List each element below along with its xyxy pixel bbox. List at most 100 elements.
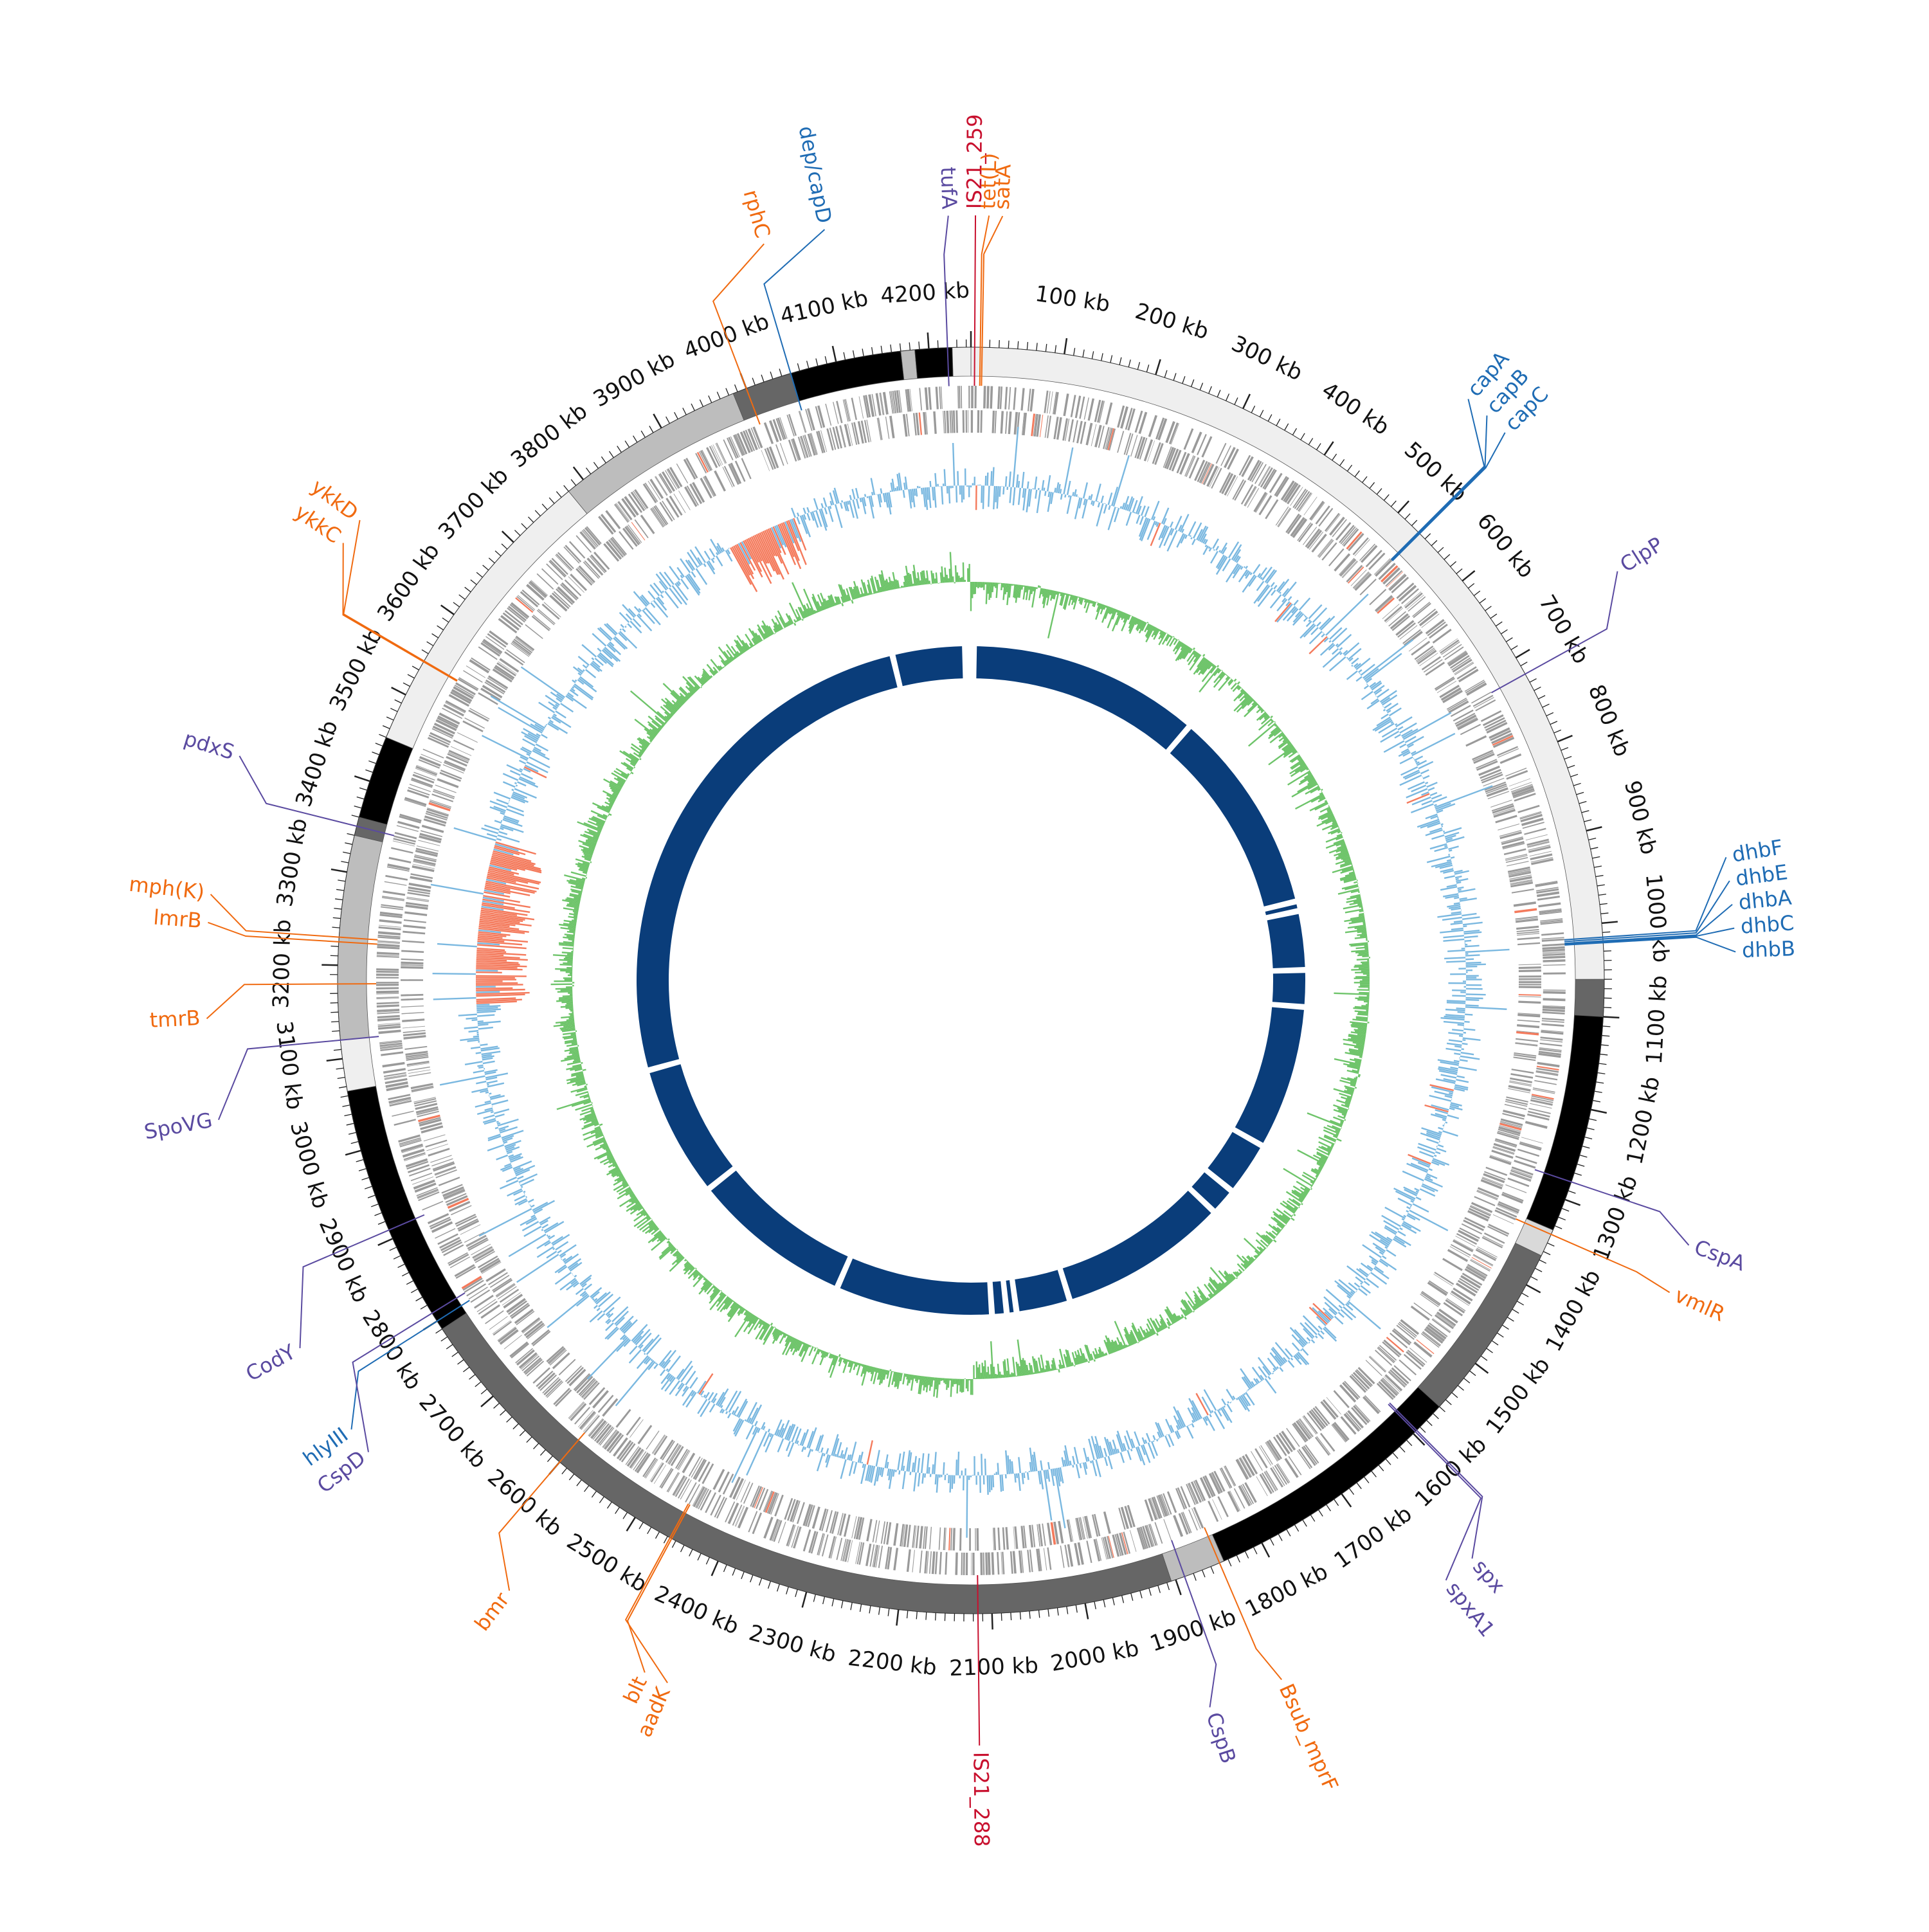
gc-content-bar bbox=[1190, 1424, 1191, 1425]
major-tick bbox=[1064, 338, 1067, 354]
gc-content-bar bbox=[1366, 1278, 1379, 1287]
gc-content-bar bbox=[1321, 634, 1325, 637]
cds-feature bbox=[1088, 398, 1094, 420]
minor-tick bbox=[347, 833, 355, 835]
gc-content-bar bbox=[916, 489, 917, 497]
cds-feature bbox=[975, 386, 977, 408]
cds-feature bbox=[1224, 1465, 1236, 1486]
minor-tick bbox=[1550, 721, 1557, 725]
minor-tick bbox=[349, 1132, 356, 1134]
minor-tick bbox=[872, 347, 873, 355]
cds-feature bbox=[1005, 1527, 1008, 1549]
gc-skew-bar bbox=[1106, 1353, 1107, 1355]
minor-tick bbox=[1547, 1243, 1554, 1246]
gc-skew-bar bbox=[1061, 592, 1062, 596]
gc-content-bar bbox=[922, 1473, 923, 1483]
minor-tick bbox=[717, 392, 720, 399]
gc-content-bar bbox=[519, 1174, 538, 1182]
cds-feature bbox=[538, 609, 556, 624]
cds-feature bbox=[376, 984, 399, 986]
gc-content-bar bbox=[1416, 1191, 1418, 1193]
gc-content-bar bbox=[1118, 1449, 1119, 1453]
gc-content-bar bbox=[1329, 640, 1331, 642]
gc-skew-bar bbox=[1117, 610, 1118, 613]
cds-feature bbox=[379, 919, 402, 924]
cds-feature bbox=[403, 931, 425, 935]
gc-content-bar bbox=[1422, 800, 1432, 804]
cds-feature bbox=[1543, 972, 1566, 974]
cds-feature bbox=[378, 931, 401, 935]
gc-skew-bar bbox=[1344, 1116, 1346, 1117]
gc-content-bar bbox=[654, 583, 662, 593]
minor-tick bbox=[571, 480, 575, 485]
gc-content-bar bbox=[1443, 935, 1463, 937]
gc-content-bar bbox=[831, 501, 832, 505]
gc-skew-bar bbox=[1360, 935, 1367, 936]
gc-skew-bar bbox=[948, 1378, 949, 1387]
gc-content-bar bbox=[1426, 1139, 1438, 1144]
cds-feature bbox=[712, 1469, 725, 1490]
gc-content-bar bbox=[583, 665, 586, 668]
gc-content-bar bbox=[1302, 1348, 1308, 1355]
minor-tick bbox=[1577, 1164, 1584, 1166]
gc-content-bar bbox=[847, 501, 848, 505]
gc-skew-bar bbox=[1355, 1011, 1368, 1013]
gc-content-bar bbox=[476, 972, 502, 973]
minor-tick bbox=[1444, 554, 1450, 559]
cds-feature bbox=[430, 1155, 452, 1162]
gc-content-bar bbox=[1400, 1228, 1402, 1229]
cds-feature bbox=[1360, 579, 1377, 595]
gc-content-bar bbox=[1134, 512, 1135, 513]
gc-content-bar bbox=[1462, 917, 1480, 919]
gc-content-bar bbox=[476, 1006, 500, 1007]
cds-feature bbox=[383, 890, 405, 896]
minor-tick bbox=[641, 431, 645, 437]
major-tick bbox=[1565, 1200, 1580, 1205]
minor-tick bbox=[770, 372, 773, 379]
minor-tick bbox=[336, 1068, 344, 1069]
gc-content-bar bbox=[473, 1036, 479, 1037]
minor-tick bbox=[816, 359, 818, 366]
gc-content-bar bbox=[477, 944, 527, 948]
minor-tick bbox=[1470, 1371, 1476, 1375]
minor-tick bbox=[1332, 454, 1337, 460]
gc-content-bar bbox=[842, 1454, 844, 1459]
minor-tick bbox=[1137, 362, 1139, 370]
gc-content-bar bbox=[704, 564, 706, 567]
gc-content-bar bbox=[713, 558, 714, 559]
gc-content-bar bbox=[932, 1465, 933, 1474]
gc-content-bar bbox=[1192, 1423, 1194, 1427]
cds-feature bbox=[1543, 998, 1565, 1001]
minor-tick bbox=[1452, 1393, 1458, 1398]
gc-skew-bar bbox=[1000, 1371, 1001, 1378]
minor-tick bbox=[1101, 353, 1103, 361]
gc-skew-bar bbox=[929, 1377, 930, 1386]
cds-feature bbox=[1493, 1214, 1514, 1224]
cds-feature bbox=[403, 1026, 425, 1029]
gc-content-bar bbox=[476, 984, 523, 985]
gc-skew-bar bbox=[1298, 1150, 1325, 1164]
gc-content-bar bbox=[867, 496, 868, 498]
minor-tick bbox=[1140, 1591, 1142, 1598]
cds-feature bbox=[588, 1419, 604, 1437]
minor-tick bbox=[333, 917, 341, 918]
cds-feature bbox=[929, 1527, 932, 1549]
minor-tick bbox=[476, 572, 482, 577]
gc-content-bar bbox=[1364, 685, 1369, 689]
minor-tick bbox=[489, 558, 494, 563]
gc-content-bar bbox=[778, 1439, 784, 1452]
minor-tick bbox=[1588, 838, 1596, 840]
gc-content-bar bbox=[541, 1229, 543, 1230]
minor-tick bbox=[1543, 704, 1550, 707]
gc-content-bar bbox=[956, 485, 957, 502]
gc-content-bar bbox=[500, 1180, 518, 1189]
minor-tick bbox=[1584, 1137, 1592, 1139]
gc-skew-bar bbox=[1271, 716, 1272, 718]
gc-content-bar bbox=[479, 1209, 532, 1236]
major-tick bbox=[1085, 1603, 1089, 1620]
gc-skew-bar bbox=[1357, 1014, 1368, 1015]
gc-content-bar bbox=[567, 694, 587, 709]
gc-skew-bar bbox=[1157, 1333, 1158, 1336]
gc-content-bar bbox=[948, 1475, 949, 1483]
cds-feature bbox=[983, 1553, 984, 1575]
